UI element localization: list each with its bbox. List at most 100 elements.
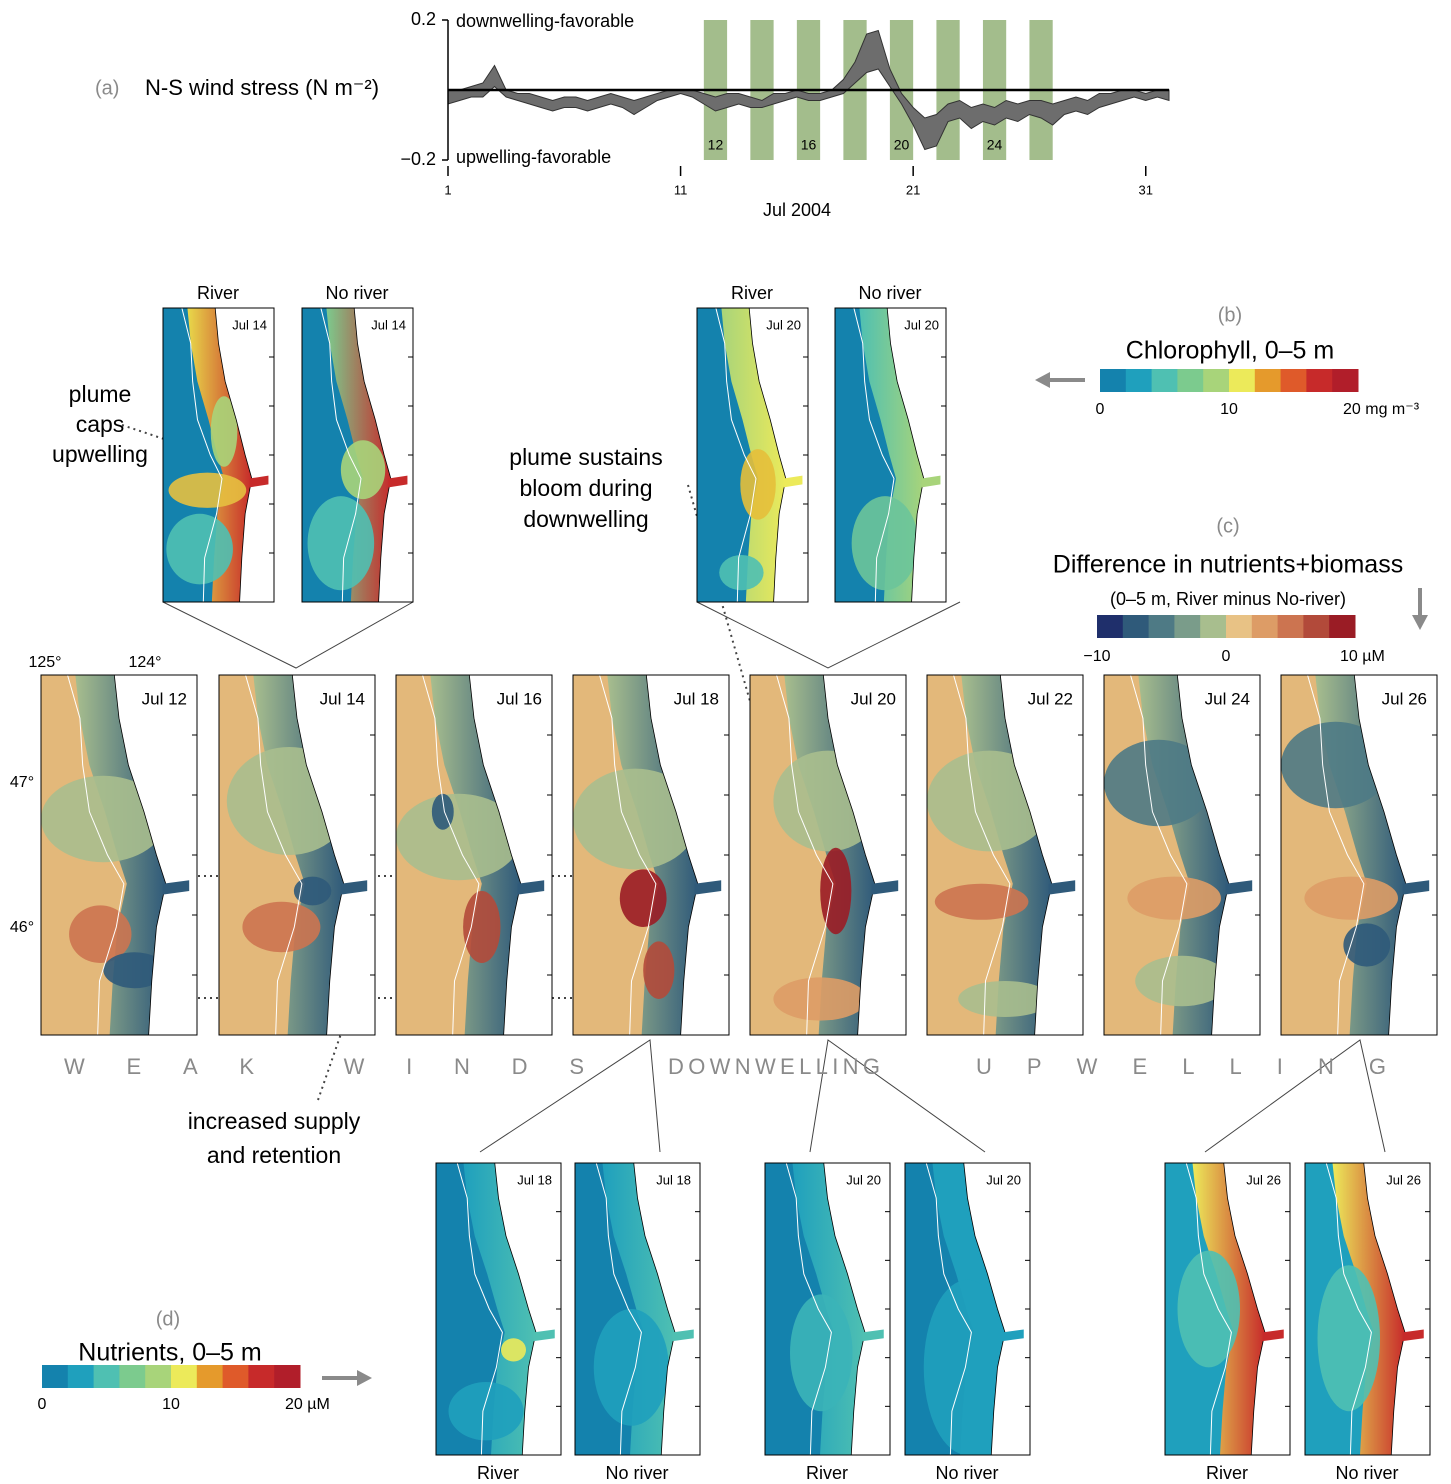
colorbar-swatch: [67, 1365, 95, 1388]
map-contour: [67, 675, 125, 1035]
lat-label: 46°: [10, 919, 34, 936]
colorbar-title: Chlorophyll, 0–5 m: [1126, 337, 1334, 365]
map: [1305, 1163, 1430, 1455]
colorbar-swatch: [1303, 615, 1330, 638]
map-contour: [456, 1163, 503, 1455]
annotation: downwelling: [523, 506, 648, 532]
map: [163, 308, 274, 602]
map-land: [823, 1163, 890, 1455]
colorbar-swatch: [1174, 615, 1201, 638]
map: [436, 1163, 561, 1455]
highlight-label: 16: [801, 137, 817, 153]
map-patch: [396, 793, 521, 881]
map-land: [645, 675, 729, 1035]
map-land: [748, 308, 808, 602]
map-date: Jul 18: [674, 689, 719, 708]
colorbar-swatch: [1280, 369, 1307, 392]
x-tick-label: 11: [674, 182, 688, 197]
colorbar-tick-label: 10: [162, 1396, 180, 1413]
colorbar-tick-label: 0: [38, 1396, 47, 1413]
map-patch: [340, 440, 386, 500]
map-land: [1363, 1163, 1430, 1455]
map-patch: [1304, 876, 1398, 920]
map-patch: [923, 1279, 1012, 1455]
map-contour: [1325, 1163, 1372, 1455]
map-patch: [103, 952, 166, 989]
map-estuary: [340, 880, 368, 895]
map-estuary: [1262, 1329, 1284, 1342]
map-land: [1353, 675, 1437, 1035]
map-title: No river: [858, 283, 921, 303]
map-estuary: [517, 880, 545, 895]
map-land: [214, 308, 274, 602]
regime-label: DOWNWELLING: [668, 1054, 880, 1079]
map-patch: [1104, 739, 1214, 827]
map: [396, 675, 552, 1035]
annotation: downwelling-favorable: [456, 11, 634, 31]
map-patch: [501, 1338, 526, 1362]
connectors: [162, 601, 1386, 1153]
map: [765, 1163, 890, 1455]
map-estuary: [388, 475, 408, 488]
colorbar-swatch: [1277, 615, 1304, 638]
map: [905, 1163, 1030, 1455]
map-patch: [210, 396, 238, 467]
map-patch: [958, 981, 1052, 1017]
map-patch: [643, 941, 675, 999]
map-contour: [599, 675, 657, 1035]
colorbar-title: Difference in nutrients+biomass: [1053, 551, 1403, 579]
map: [1165, 1163, 1290, 1455]
colorbar-swatch: [1251, 615, 1279, 638]
map-land: [633, 1163, 700, 1455]
map-patch: [934, 883, 1029, 920]
map: [575, 1163, 700, 1455]
colorbar-tick-label: 10 µM: [1340, 648, 1385, 665]
map-contour: [1130, 675, 1188, 1035]
regime-label: WEAK WINDS: [64, 1054, 584, 1079]
map-contour: [1307, 675, 1365, 1035]
map-contour: [1185, 1163, 1232, 1455]
panel-label: (a): [95, 77, 119, 99]
colorbar-swatch: [1122, 615, 1150, 638]
map-estuary: [672, 1329, 694, 1342]
map-date: Jul 26: [1386, 1172, 1421, 1187]
lon-label: 125°: [28, 654, 61, 671]
map-date: Jul 20: [766, 317, 801, 332]
colorbar-swatch: [42, 1365, 69, 1388]
map: [927, 675, 1083, 1035]
map-contour: [320, 308, 362, 602]
map-contour: [245, 675, 303, 1035]
arrows: [322, 372, 1428, 1386]
y-tick-label: 0.2: [411, 9, 436, 29]
highlight-label: 24: [987, 137, 1003, 153]
lat-label: 47°: [10, 774, 34, 791]
map-patch: [168, 472, 247, 508]
map-contour: [925, 1163, 972, 1455]
map: [41, 675, 197, 1035]
annotation: upwelling: [52, 441, 148, 467]
panel-label: (b): [1218, 304, 1242, 326]
highlight-label: 20: [894, 137, 910, 153]
x-tick-label: 31: [1139, 182, 1153, 197]
map-patch: [448, 1382, 524, 1441]
colorbar-tick-label: 0: [1096, 401, 1105, 418]
map-estuary: [1225, 880, 1253, 895]
map-land: [886, 308, 946, 602]
colorbar-swatch: [1332, 369, 1359, 392]
map-date: Jul 12: [142, 689, 187, 708]
map-patch: [166, 513, 233, 585]
colorbar-swatch: [1148, 615, 1175, 638]
map-estuary: [249, 475, 269, 488]
map-patch: [1135, 955, 1229, 1007]
colorbar-swatch: [1329, 615, 1356, 638]
map-contour: [595, 1163, 642, 1455]
map-patch: [307, 496, 375, 591]
annotation: caps: [76, 411, 125, 437]
map-date: Jul 14: [232, 317, 267, 332]
map-patch: [41, 775, 166, 863]
map-estuary: [162, 880, 190, 895]
map-patch: [851, 496, 919, 591]
colorbar-swatch: [1306, 369, 1333, 392]
map-estuary: [1402, 1329, 1424, 1342]
